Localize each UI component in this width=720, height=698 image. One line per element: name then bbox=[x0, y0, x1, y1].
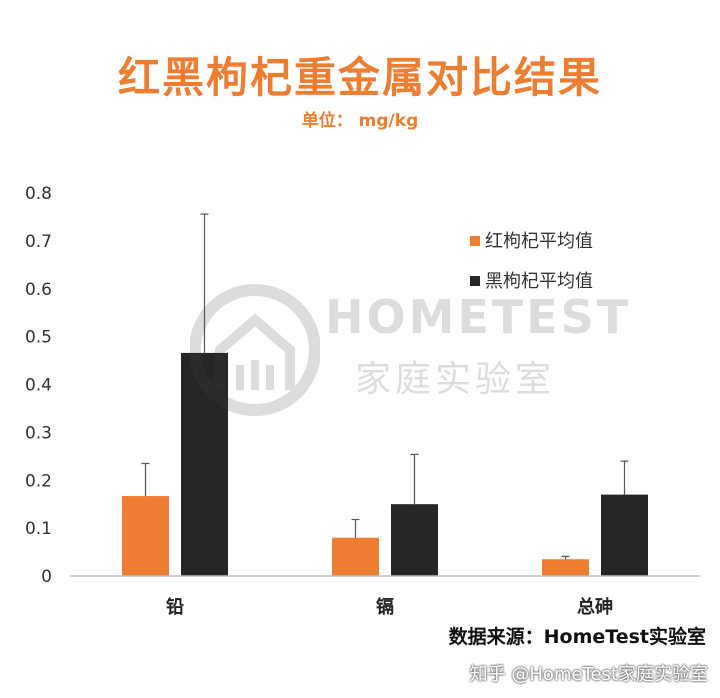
y-tick-label: 0.2 bbox=[25, 471, 52, 491]
x-tick-label: 总砷 bbox=[577, 596, 613, 618]
y-tick-label: 0.6 bbox=[25, 280, 52, 300]
y-tick-label: 0.8 bbox=[25, 184, 52, 204]
y-tick-label: 0.4 bbox=[25, 376, 52, 396]
legend-swatch bbox=[470, 276, 480, 286]
legend-swatch bbox=[470, 236, 480, 246]
bar bbox=[542, 559, 589, 576]
bar bbox=[181, 352, 228, 576]
bar bbox=[601, 494, 648, 576]
legend-label: 黑枸杞平均值 bbox=[485, 271, 593, 292]
data-source: 数据来源：HomeTest实验室 bbox=[448, 626, 706, 648]
chart-subtitle: 单位： mg/kg bbox=[301, 111, 419, 131]
chart-title: 红黑枸杞重金属对比结果 bbox=[117, 53, 602, 102]
footer-credit: 知乎 @HomeTest家庭实验室 bbox=[469, 664, 708, 685]
y-tick-label: 0.1 bbox=[25, 519, 52, 539]
bar bbox=[122, 496, 169, 576]
bar bbox=[391, 504, 438, 576]
legend-label: 红枸杞平均值 bbox=[485, 231, 593, 252]
bar bbox=[332, 537, 379, 576]
y-tick-label: 0.3 bbox=[25, 423, 52, 443]
y-tick-label: 0 bbox=[41, 567, 52, 587]
y-tick-label: 0.7 bbox=[25, 232, 52, 252]
x-tick-label: 镉 bbox=[376, 596, 394, 618]
bar-chart: 0 0.1 0.2 0.3 0.4 0.5 0.6 0.7 0.8 铅 镉 总砷 红枸杞平均值黑枸杞平均… bbox=[25, 184, 700, 618]
y-tick-label: 0.5 bbox=[25, 328, 52, 348]
x-tick-label: 铅 bbox=[166, 596, 184, 618]
